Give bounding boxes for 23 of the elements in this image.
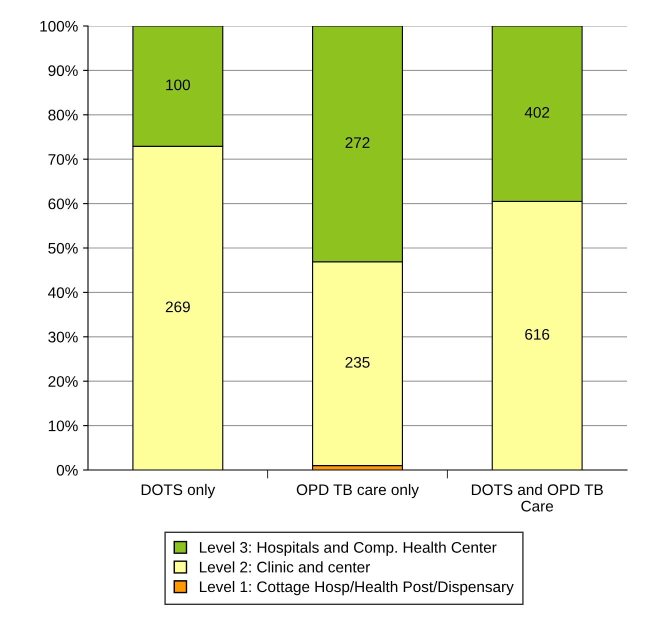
legend-label: Level 2: Clinic and center bbox=[200, 561, 370, 573]
x-tick-label: OPD TB care only bbox=[296, 484, 419, 498]
legend-label: Level 1: Cottage Hosp/Health Post/Dispensary bbox=[200, 580, 514, 596]
y-tick-label: 30% bbox=[48, 332, 78, 342]
annotation: 616 bbox=[525, 328, 550, 340]
annotation: 272 bbox=[346, 137, 370, 148]
x-tick-label: DOTS only bbox=[142, 484, 216, 498]
y-tick-label: 90% bbox=[48, 65, 78, 76]
annotation: 235 bbox=[346, 356, 370, 368]
y-tick-label: 100% bbox=[40, 20, 78, 32]
y-tick-label: 10% bbox=[48, 420, 78, 432]
legend-label: Level 3: Hospitals and Comp. Health Center bbox=[200, 542, 497, 556]
y-tick-label: 40% bbox=[48, 287, 78, 298]
y-tick-label: 20% bbox=[48, 376, 78, 387]
y-tick-label: 50% bbox=[48, 242, 78, 254]
y-tick-label: 70% bbox=[48, 154, 78, 165]
annotation: 402 bbox=[524, 106, 550, 118]
y-tick-label: 80% bbox=[48, 110, 78, 120]
annotation: 100 bbox=[166, 79, 190, 90]
y-tick-label: 60% bbox=[48, 198, 78, 210]
x-tick-label: DOTS and OPD TB Care bbox=[472, 484, 603, 512]
y-tick-label: 0% bbox=[56, 464, 78, 476]
annotation: 269 bbox=[166, 301, 190, 312]
